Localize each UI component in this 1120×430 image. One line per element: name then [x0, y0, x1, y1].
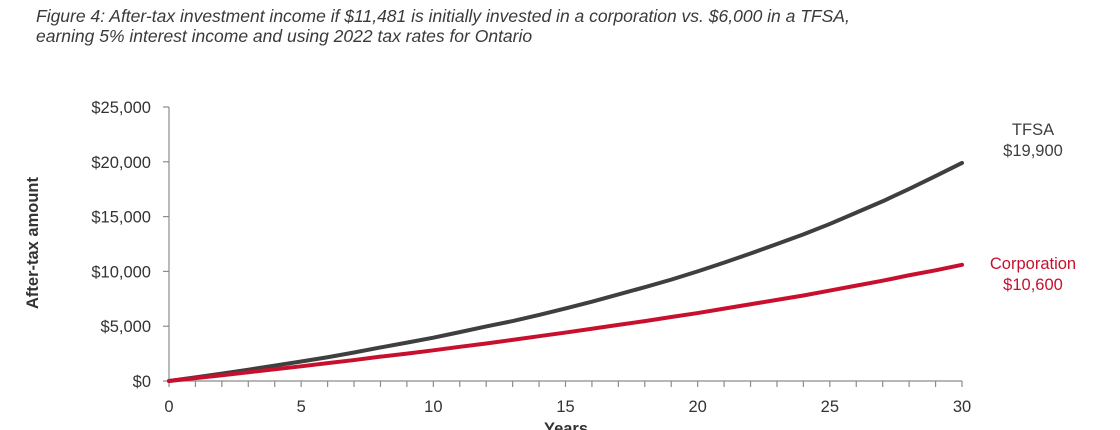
series-end-name: TFSA [1012, 121, 1054, 139]
x-tick-label: 15 [556, 398, 574, 416]
y-axis: $0 $5,000 $10,000 $15,000 $20,000 $25,000 [91, 99, 170, 391]
y-tick-label: $15,000 [91, 209, 151, 227]
y-tick-label: $0 [133, 373, 151, 391]
x-tick-label: 10 [424, 398, 442, 416]
x-axis-title: Years [544, 420, 588, 430]
x-tick-label: 20 [688, 398, 706, 416]
y-tick-label: $25,000 [91, 99, 151, 117]
y-axis-title: After-tax amount [24, 176, 42, 309]
y-tick-label: $5,000 [101, 318, 151, 336]
figure-caption: Figure 4: After-tax investment income if… [36, 6, 1106, 46]
x-tick-label: 0 [164, 398, 173, 416]
x-axis: 0 5 10 15 20 25 30 [164, 380, 971, 416]
x-tick-label: 30 [953, 398, 971, 416]
x-tick-label: 5 [297, 398, 306, 416]
series-end-value: $10,600 [1003, 276, 1063, 294]
y-tick-label: $10,000 [91, 263, 151, 281]
series-end-name: Corporation [990, 255, 1076, 273]
series-line-corporation [167, 262, 964, 383]
figure-caption-line-2: earning 5% interest income and using 202… [36, 26, 533, 46]
series-layer [167, 160, 964, 383]
end-labels: TFSA $19,900 Corporation $10,600 [990, 121, 1076, 294]
x-tick-label: 25 [821, 398, 839, 416]
figure-caption-line-1: Figure 4: After-tax investment income if… [36, 6, 850, 26]
y-tick-label: $20,000 [91, 154, 151, 172]
series-end-value: $19,900 [1003, 142, 1063, 160]
series-line-tfsa [167, 160, 964, 383]
